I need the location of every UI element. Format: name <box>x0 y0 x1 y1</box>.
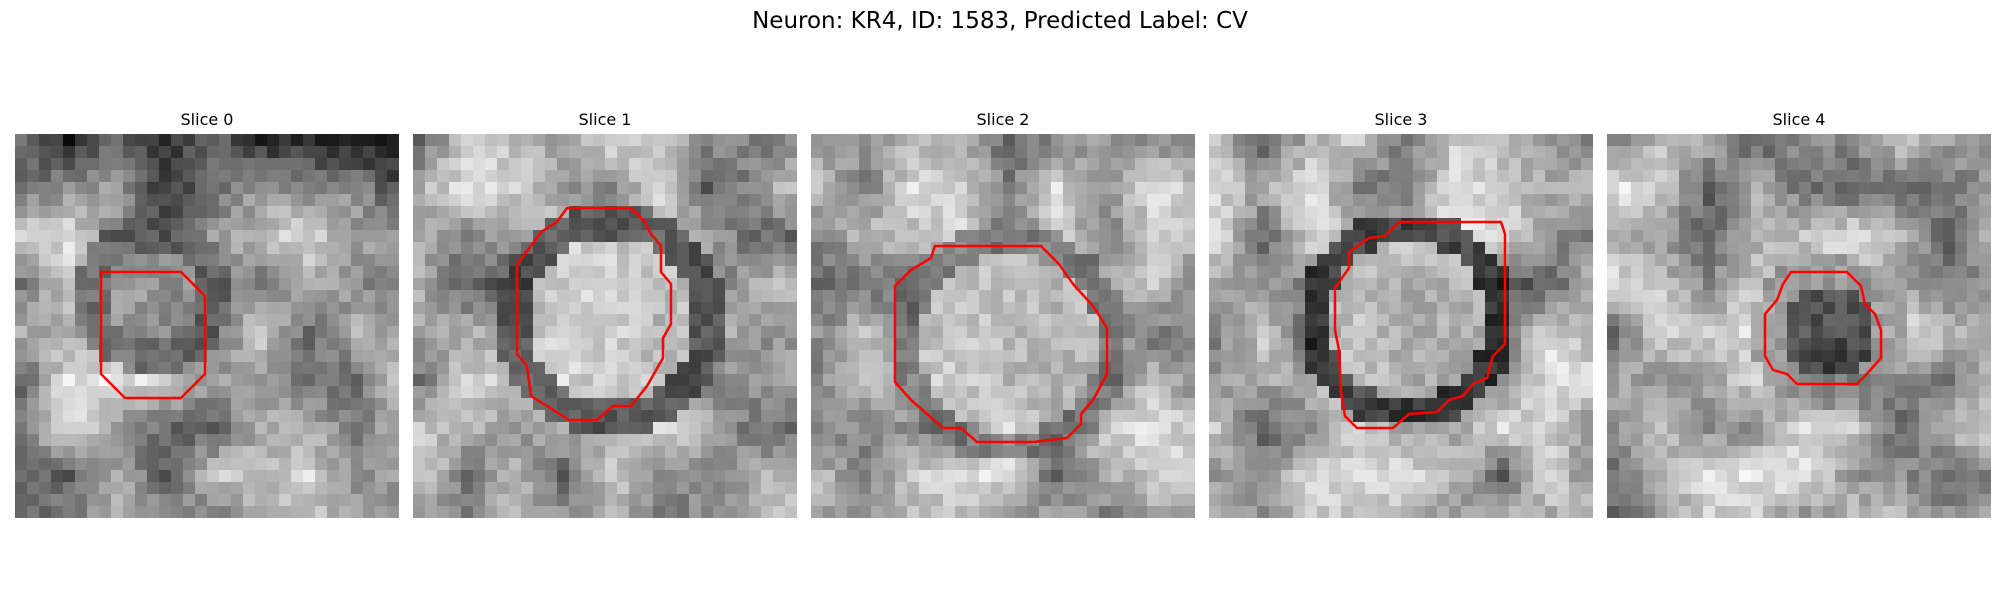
contour-outline-1 <box>515 206 673 422</box>
slice-title-0: Slice 0 <box>180 110 234 129</box>
contour-outline-2 <box>893 244 1109 444</box>
contour-outline-0 <box>99 270 207 400</box>
grayscale-image-0 <box>15 134 399 518</box>
grayscale-image-4 <box>1607 134 1991 518</box>
grayscale-image-2 <box>811 134 1195 518</box>
grayscale-image-1 <box>413 134 797 518</box>
contour-outline-3 <box>1333 220 1507 430</box>
slice-title-3: Slice 3 <box>1374 110 1428 129</box>
slice-image-0 <box>15 134 399 518</box>
slice-image-4 <box>1607 134 1991 518</box>
slice-image-3 <box>1209 134 1593 518</box>
slice-image-1 <box>413 134 797 518</box>
slice-title-1: Slice 1 <box>578 110 632 129</box>
slice-title-4: Slice 4 <box>1772 110 1826 129</box>
slice-panel-0: Slice 0 <box>15 108 399 518</box>
slice-panel-1: Slice 1 <box>413 108 797 518</box>
figure-title: Neuron: KR4, ID: 1583, Predicted Label: … <box>752 8 1248 34</box>
slice-panel-2: Slice 2 <box>811 108 1195 518</box>
contour-outline-4 <box>1763 270 1883 386</box>
slice-panel-3: Slice 3 <box>1209 108 1593 518</box>
slice-title-2: Slice 2 <box>976 110 1030 129</box>
slice-panel-4: Slice 4 <box>1607 108 1991 518</box>
slice-image-2 <box>811 134 1195 518</box>
grayscale-image-3 <box>1209 134 1593 518</box>
